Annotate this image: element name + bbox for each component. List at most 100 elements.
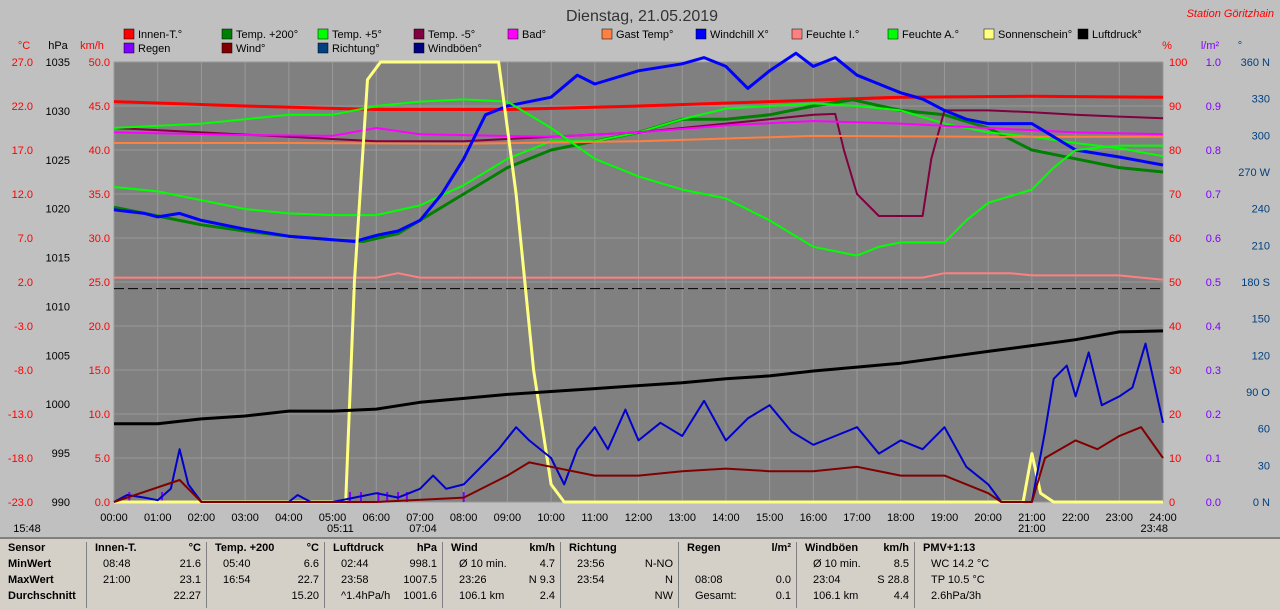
stats-label: 23:04 [813,574,841,586]
x-tick-label: 24:00 [1149,512,1177,524]
legend-label[interactable]: Windchill X° [710,29,769,41]
x-tick-label: 10:00 [537,512,565,524]
axis-tick-label: 80 [1169,145,1181,157]
chart-title: Dienstag, 21.05.2019 [566,8,718,25]
axis-tick-label: 50 [1169,277,1181,289]
axis-tick-label: 0.4 [1206,321,1221,333]
legend-swatch[interactable] [413,42,425,54]
event-time-label: 23:48 [1140,523,1168,535]
legend-label[interactable]: Sonnenschein° [998,29,1072,41]
stats-unit: km/h [883,542,909,554]
legend-label[interactable]: Windböen° [428,43,482,55]
axis-tick-label: 1025 [46,155,70,167]
axis-tick-label: 990 [52,497,70,509]
axis-tick-label: 150 [1252,314,1270,326]
axis-tick-label: 5.0 [95,453,110,465]
x-tick-label: 04:00 [275,512,303,524]
legend-swatch[interactable] [983,28,995,40]
legend-label[interactable]: Feuchte I.° [806,29,859,41]
legend-label[interactable]: Richtung° [332,43,380,55]
stats-column: PMV+1:13 WC 14.2 °C TP 10.5 °C 2.6hPa/3h [914,542,1035,608]
stats-row: 2.6hPa/3h [915,590,1035,606]
stats-title: Innen-T. [95,542,137,554]
legend-label[interactable]: Luftdruck° [1092,29,1142,41]
axis-tick-label: -3.0 [14,321,33,333]
axis-tick-label: 180 S [1241,277,1270,289]
axis-tick-label: 1.0 [1206,57,1221,69]
x-tick-label: 05:00 [319,512,347,524]
series-line [114,134,1163,145]
axis-tick-label: 35.0 [89,189,110,201]
stats-value: 8.5 [893,558,909,570]
stats-value: 22.27 [173,590,201,602]
legend-label[interactable]: Regen [138,43,170,55]
legend-label[interactable]: Temp. +200° [236,29,298,41]
stats-value: 2.4 [539,590,555,602]
legend-label[interactable]: Temp. +5° [332,29,382,41]
series-line [113,98,1163,257]
legend-swatch[interactable] [413,28,425,40]
legend-swatch[interactable] [317,42,329,54]
legend-label[interactable]: Temp. -5° [428,29,475,41]
stats-row: 23:56 N-NO [561,558,679,574]
legend-label[interactable]: Gast Temp° [616,29,673,41]
axis-tick-label: 1030 [46,106,70,118]
axis-tick-label: 22.0 [12,101,33,113]
stats-column: Wind km/h Ø 10 min. 4.7 23:26 N 9.3 106.1 km 2.… [442,542,561,608]
stats-value: N-NO [644,558,673,570]
axis-tick-label: 17.0 [12,145,33,157]
axis-tick-label: -13.0 [8,409,33,421]
axis-tick-label: 50.0 [89,57,110,69]
stats-column: Regen l/m² 08:08 0.0 Gesamt: 0.1 [678,542,797,608]
stats-row: 23:26 N 9.3 [443,574,561,590]
axis-tick-label: 20.0 [89,321,110,333]
legend-swatch[interactable] [791,28,803,40]
statistics-panel: Sensor MinWert MaxWert Durchschnitt Innen-T.… [0,537,1280,610]
stats-value: S 28.8 [877,574,909,586]
axis-tick-label: 0.1 [1206,453,1221,465]
stats-label: 23:54 [577,574,605,586]
stats-row: 106.1 km 2.4 [443,590,561,606]
legend-label[interactable]: Innen-T.° [138,29,182,41]
legend-label[interactable]: Feuchte A.° [902,29,959,41]
legend-swatch[interactable] [221,42,233,54]
legend-swatch[interactable] [1077,28,1089,40]
legend-swatch[interactable] [887,28,899,40]
stats-label: Ø 10 min. [813,558,861,570]
axis-tick-label: 10 [1169,453,1181,465]
legend-swatch[interactable] [221,28,233,40]
rain-bar [405,492,408,502]
stats-header: Innen-T. °C [87,542,207,558]
stats-value: 4.4 [893,590,909,602]
legend-swatch[interactable] [695,28,707,40]
stats-value: 23.1 [179,574,201,586]
stats-value: 21.6 [179,558,201,570]
axis-tick-label: 300 [1252,130,1270,142]
x-tick-label: 12:00 [625,512,653,524]
x-tick-label: 00:00 [100,512,128,524]
x-axis: 00:00 01:00 02:00 03:00 04:00 05:00 06:00 07:00… [13,512,1177,535]
stats-label: 23:58 [341,574,369,586]
legend-swatch[interactable] [123,42,135,54]
stats-row: 08:08 0.0 [679,574,797,590]
stats-unit: °C [188,542,201,554]
legend-swatch[interactable] [123,28,135,40]
legend-label[interactable]: Wind° [236,43,265,55]
legend-swatch[interactable] [507,28,519,40]
stats-row: 22.27 [87,590,207,606]
axis-tick-label: 27.0 [12,57,33,69]
legend[interactable]: Innen-T.° Temp. +200° Temp. +5° Temp. -5° Ba… [123,28,1142,55]
stats-value: 22.7 [297,574,319,586]
axis-tick-label: 2.0 [18,277,33,289]
stats-unit: km/h [529,542,555,554]
stats-label: Ø 10 min. [459,558,507,570]
legend-label[interactable]: Bad° [522,29,546,41]
stats-row [679,558,797,574]
stats-row: ^1.4hPa/h 1001.6 [325,590,443,606]
stats-row: WC 14.2 °C [915,558,1035,574]
axis-tick-label: 10.0 [89,409,110,421]
legend-swatch[interactable] [601,28,613,40]
stats-row: 16:54 22.7 [207,574,325,590]
stats-row: 23:58 1007.5 [325,574,443,590]
legend-swatch[interactable] [317,28,329,40]
